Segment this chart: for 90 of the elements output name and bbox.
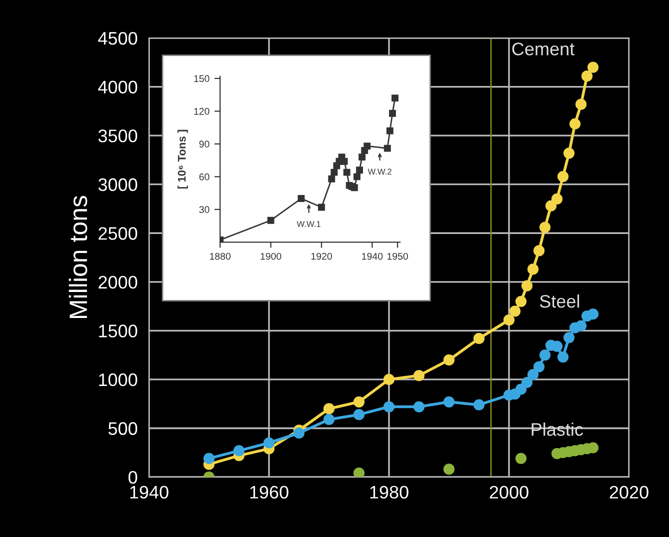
point: [443, 354, 455, 366]
point: [263, 437, 275, 448]
y-axis-title: [ 10⁶ Tons ]: [178, 130, 188, 189]
x-tick-label: 2020: [610, 486, 648, 499]
x-tick-label: 2000: [490, 486, 528, 499]
point: [330, 168, 338, 176]
point: [575, 98, 587, 110]
point: [443, 396, 455, 408]
y-tick-label: 120: [194, 108, 210, 115]
point: [364, 142, 371, 150]
point: [515, 384, 527, 395]
x-tick-label: 1960: [250, 486, 288, 499]
point: [392, 94, 398, 102]
series-label: Steel: [540, 294, 580, 308]
annotation: W.W.2: [368, 168, 392, 174]
x-tick-label: 1940: [362, 252, 383, 260]
point: [545, 200, 557, 212]
point: [533, 245, 545, 256]
y-tick-label: 1500: [99, 324, 138, 338]
point: [350, 184, 358, 192]
point: [569, 118, 581, 130]
x-tick-label: 1980: [370, 486, 408, 499]
point: [384, 144, 391, 152]
point: [343, 168, 350, 176]
point: [539, 350, 551, 361]
point: [515, 452, 527, 464]
point: [533, 361, 545, 372]
point: [539, 222, 551, 233]
y-tick-label: 4500: [98, 32, 138, 45]
point: [557, 170, 569, 182]
point: [527, 264, 539, 275]
y-tick-label: 3500: [98, 130, 138, 142]
point: [563, 332, 575, 344]
y-tick-label: 30: [199, 206, 210, 214]
point: [527, 369, 539, 380]
point: [587, 62, 599, 73]
x-tick-label: 1880: [210, 252, 231, 260]
y-tick-label: 3000: [98, 178, 138, 192]
point: [515, 296, 527, 307]
y-axis-title: Million tons: [68, 196, 88, 318]
point: [318, 204, 325, 211]
point: [575, 320, 587, 332]
x-tick-label: 1950: [387, 252, 408, 260]
point: [353, 468, 365, 478]
point: [473, 399, 485, 410]
point: [388, 110, 396, 117]
point: [323, 403, 335, 414]
point: [386, 127, 394, 134]
point: [354, 173, 360, 180]
y-tick-label: 2000: [98, 276, 138, 289]
point: [298, 195, 305, 202]
series-label: Cement: [512, 42, 574, 56]
point: [563, 148, 575, 159]
y-tick-label: 4000: [98, 80, 138, 94]
point: [353, 409, 365, 420]
point: [293, 428, 305, 439]
point: [358, 154, 366, 161]
point: [356, 166, 363, 174]
point: [503, 314, 515, 326]
point: [473, 332, 485, 344]
x-tick-label: 1900: [260, 252, 282, 260]
point: [340, 158, 348, 165]
y-tick-label: 2500: [98, 227, 138, 240]
y-tick-label: 1000: [99, 373, 138, 386]
point: [509, 306, 521, 317]
point: [443, 464, 455, 475]
y-tick-label: 90: [199, 140, 210, 148]
point: [557, 351, 569, 363]
y-tick-label: 60: [199, 173, 210, 180]
y-tick-label: 500: [108, 422, 138, 435]
point: [203, 452, 215, 464]
point: [587, 308, 599, 320]
point: [267, 216, 274, 224]
point: [521, 376, 533, 388]
point: [353, 396, 365, 408]
point: [551, 193, 563, 205]
point: [383, 374, 395, 386]
point: [521, 280, 533, 292]
point: [323, 414, 335, 426]
point: [328, 175, 336, 182]
point: [233, 445, 245, 456]
x-tick-label: 1940: [130, 486, 168, 499]
y-tick-label: 0: [128, 470, 138, 484]
point: [581, 70, 593, 82]
point: [383, 401, 395, 412]
point: [413, 370, 425, 382]
y-tick-label: 150: [194, 75, 210, 82]
annotation: W.W.1: [296, 221, 320, 227]
point: [413, 401, 425, 412]
x-tick-label: 1920: [311, 252, 332, 260]
